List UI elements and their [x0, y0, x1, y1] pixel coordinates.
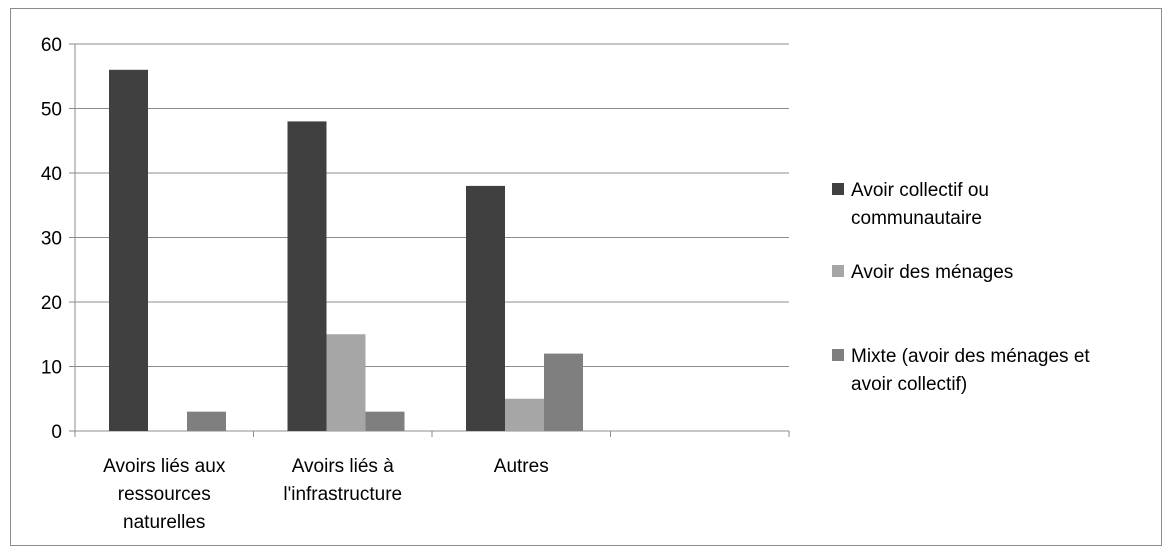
bar: [109, 69, 148, 432]
axis-labels: 0 10 20 30 40 50 60 Avoirs liés aux ressources na…: [41, 35, 549, 533]
legend-label: avoir collectif): [851, 374, 967, 395]
bar: [187, 411, 226, 431]
x-category-label: Avoirs liés aux: [103, 456, 226, 477]
legend-swatch: [832, 349, 844, 361]
x-category-label: l'infrastructure: [283, 484, 402, 505]
legend-label: Mixte (avoir des ménages et: [851, 346, 1090, 367]
bar: [287, 121, 327, 432]
x-category-label: Autres: [494, 456, 549, 477]
bar: [505, 398, 544, 431]
y-tick-label: 60: [41, 35, 62, 56]
chart-frame: [10, 8, 1162, 546]
x-category-label: ressources: [118, 484, 211, 505]
legend-swatch: [832, 183, 844, 195]
x-category-label: naturelles: [123, 512, 205, 533]
legend-swatch: [832, 265, 844, 277]
gridlines: [75, 43, 789, 367]
y-tick-label: 40: [41, 164, 62, 185]
legend-label: Avoir des ménages: [851, 262, 1013, 283]
y-tick-label: 0: [51, 422, 62, 443]
bar: [365, 411, 405, 431]
x-category-label: Avoirs liés à: [292, 456, 395, 477]
axes: [69, 43, 790, 437]
bars: [109, 69, 583, 432]
legend-label: communautaire: [851, 208, 982, 229]
y-tick-label: 30: [41, 229, 62, 250]
y-tick-label: 10: [41, 358, 62, 379]
legend-label: Avoir collectif ou: [851, 180, 989, 201]
bar: [544, 353, 583, 431]
bar: [326, 334, 366, 431]
bar: [466, 185, 505, 431]
legend: Avoir collectif ou communautaire Avoir des…: [832, 180, 1090, 395]
y-tick-label: 20: [41, 293, 62, 314]
y-tick-label: 50: [41, 100, 62, 121]
